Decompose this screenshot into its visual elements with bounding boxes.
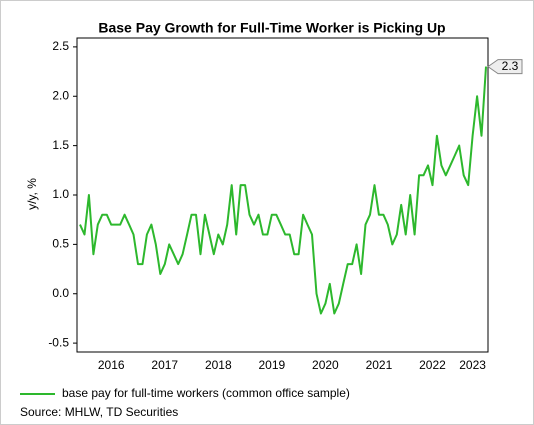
line: [79, 66, 487, 315]
value-label-box: [487, 59, 523, 75]
y-tick-label: 1.5: [52, 138, 69, 152]
x-tick-label: 2018: [205, 358, 232, 372]
x-tick-label: 2021: [366, 358, 393, 372]
y-tick-label: 0.0: [52, 286, 69, 300]
y-tick-label: 1.0: [52, 187, 69, 201]
value-label: 2.3: [502, 59, 519, 73]
x-tick-label: 2019: [258, 358, 285, 372]
x-tick-label: 2022: [419, 358, 446, 372]
y-tick-label: 2.5: [52, 39, 69, 53]
chart-title: Base Pay Growth for Full-Time Worker is …: [98, 20, 445, 36]
x-tick-label: 2023: [459, 358, 486, 372]
source: Source: MHLW, TD Securities: [20, 405, 178, 419]
y-tick-label: 2.0: [52, 88, 69, 102]
x-tick-label: 2016: [98, 358, 125, 372]
x-tick-label: 2017: [151, 358, 178, 372]
y-tick-label: 0.5: [52, 237, 69, 251]
legend-label: base pay for full-time workers (common o…: [62, 386, 350, 400]
y-axis-label: y/y, %: [25, 178, 39, 210]
y-tick-label: -0.5: [48, 335, 69, 349]
x-tick-label: 2020: [312, 358, 339, 372]
